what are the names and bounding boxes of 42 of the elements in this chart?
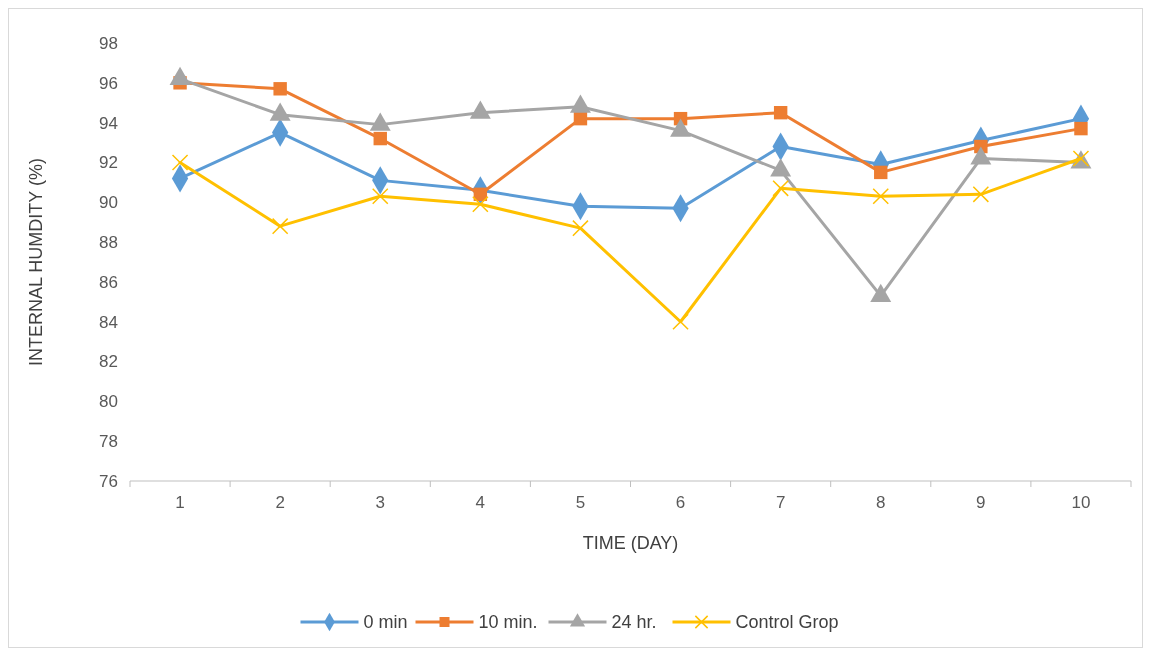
point [273, 82, 287, 96]
y-axis-title: INTERNAL HUMDITY (%) [26, 157, 46, 367]
y-tick-label: 92 [99, 153, 118, 173]
point [672, 313, 689, 331]
point [874, 165, 888, 180]
x-tick-label: 5 [575, 493, 586, 512]
point [772, 180, 789, 197]
x-tick-label: 7 [775, 493, 786, 512]
x-tick-label: 8 [876, 493, 886, 512]
point [773, 105, 788, 120]
y-tick-label: 88 [99, 233, 118, 253]
point [371, 188, 389, 205]
x-axis-title: TIME (DAY) [582, 533, 679, 553]
point [472, 195, 489, 213]
y-tick-label: 96 [99, 73, 118, 93]
point [171, 154, 189, 171]
point [271, 217, 289, 235]
y-tick-label: 84 [99, 312, 118, 332]
point [572, 219, 589, 237]
legend-label: 24 hr. [611, 612, 657, 633]
x-tick-label: 6 [675, 493, 686, 512]
x-tick-label: 9 [976, 493, 986, 512]
x-tick-label: 2 [275, 493, 285, 512]
y-tick-label: 86 [99, 272, 118, 292]
point [1074, 121, 1088, 136]
x-tick-label: 1 [175, 493, 185, 512]
legend-label: 0 min [363, 612, 408, 633]
point [972, 186, 990, 203]
y-tick-label: 76 [99, 471, 118, 491]
x-tick-label: 4 [475, 493, 486, 512]
x-tick-label: 3 [375, 493, 385, 512]
legend-label: Control Grop [735, 612, 839, 633]
legend-label: 10 min. [478, 612, 538, 633]
point [373, 131, 387, 146]
y-tick-label: 80 [99, 392, 118, 412]
y-tick-label: 78 [99, 432, 118, 452]
x-tick-label: 10 [1071, 493, 1091, 512]
point [872, 188, 890, 205]
y-tick-label: 82 [99, 352, 118, 372]
y-tick-label: 94 [99, 113, 118, 133]
y-tick-label: 98 [99, 33, 118, 53]
y-tick-label: 90 [99, 193, 118, 213]
